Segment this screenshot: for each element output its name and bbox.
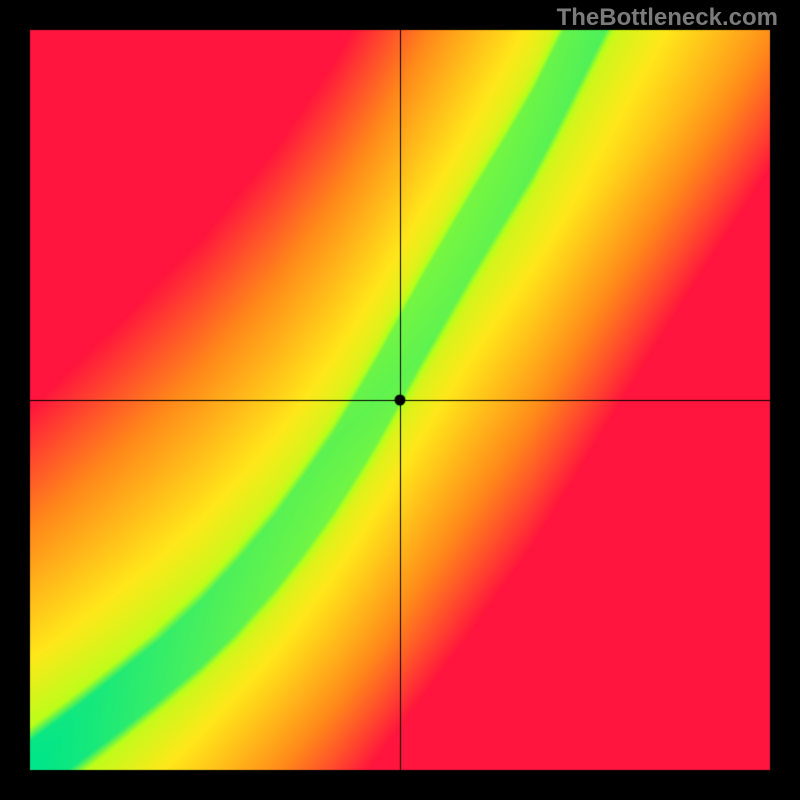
chart-container: TheBottleneck.com — [0, 0, 800, 800]
heatmap-canvas — [0, 0, 800, 800]
